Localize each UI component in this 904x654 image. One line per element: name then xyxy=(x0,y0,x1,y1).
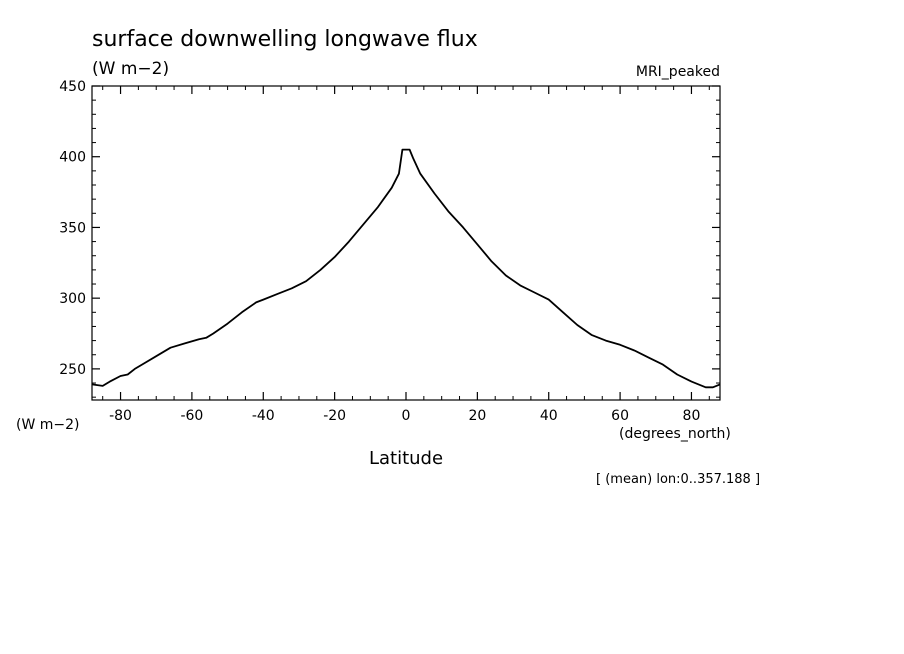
x-tick-label: 60 xyxy=(611,408,629,424)
x-axis-label: Latitude xyxy=(369,448,443,469)
x-tick-label: -40 xyxy=(252,408,275,424)
y-tick-label: 450 xyxy=(59,79,86,95)
y-tick-label: 300 xyxy=(59,291,86,307)
chart-title: surface downwelling longwave flux xyxy=(92,27,478,52)
x-tick-label: 0 xyxy=(402,408,411,424)
chart-units-label: (W m−2) xyxy=(92,59,169,79)
footnote: [ (mean) lon:0..357.188 ] xyxy=(596,472,760,487)
x-tick-label: -80 xyxy=(109,408,132,424)
x-tick-label: -20 xyxy=(323,408,346,424)
minor-ticks xyxy=(92,86,720,400)
flux-line xyxy=(91,148,721,389)
plot-frame xyxy=(91,85,721,401)
x-unit-label: (degrees_north) xyxy=(619,426,731,442)
x-tick-label: 40 xyxy=(540,408,558,424)
y-axis-label: (W m−2) xyxy=(16,417,80,433)
x-tick-label: 80 xyxy=(683,408,701,424)
x-tick-label: -60 xyxy=(180,408,203,424)
y-tick-label: 350 xyxy=(59,220,86,236)
y-tick-label: 250 xyxy=(59,362,86,378)
y-axis: 250 300 350 400 450 xyxy=(59,79,720,378)
y-tick-label: 400 xyxy=(59,150,86,166)
x-axis: -80 -60 -40 -20 0 20 40 60 80 xyxy=(109,86,700,424)
x-tick-label: 20 xyxy=(468,408,486,424)
model-label: MRI_peaked xyxy=(636,64,720,80)
